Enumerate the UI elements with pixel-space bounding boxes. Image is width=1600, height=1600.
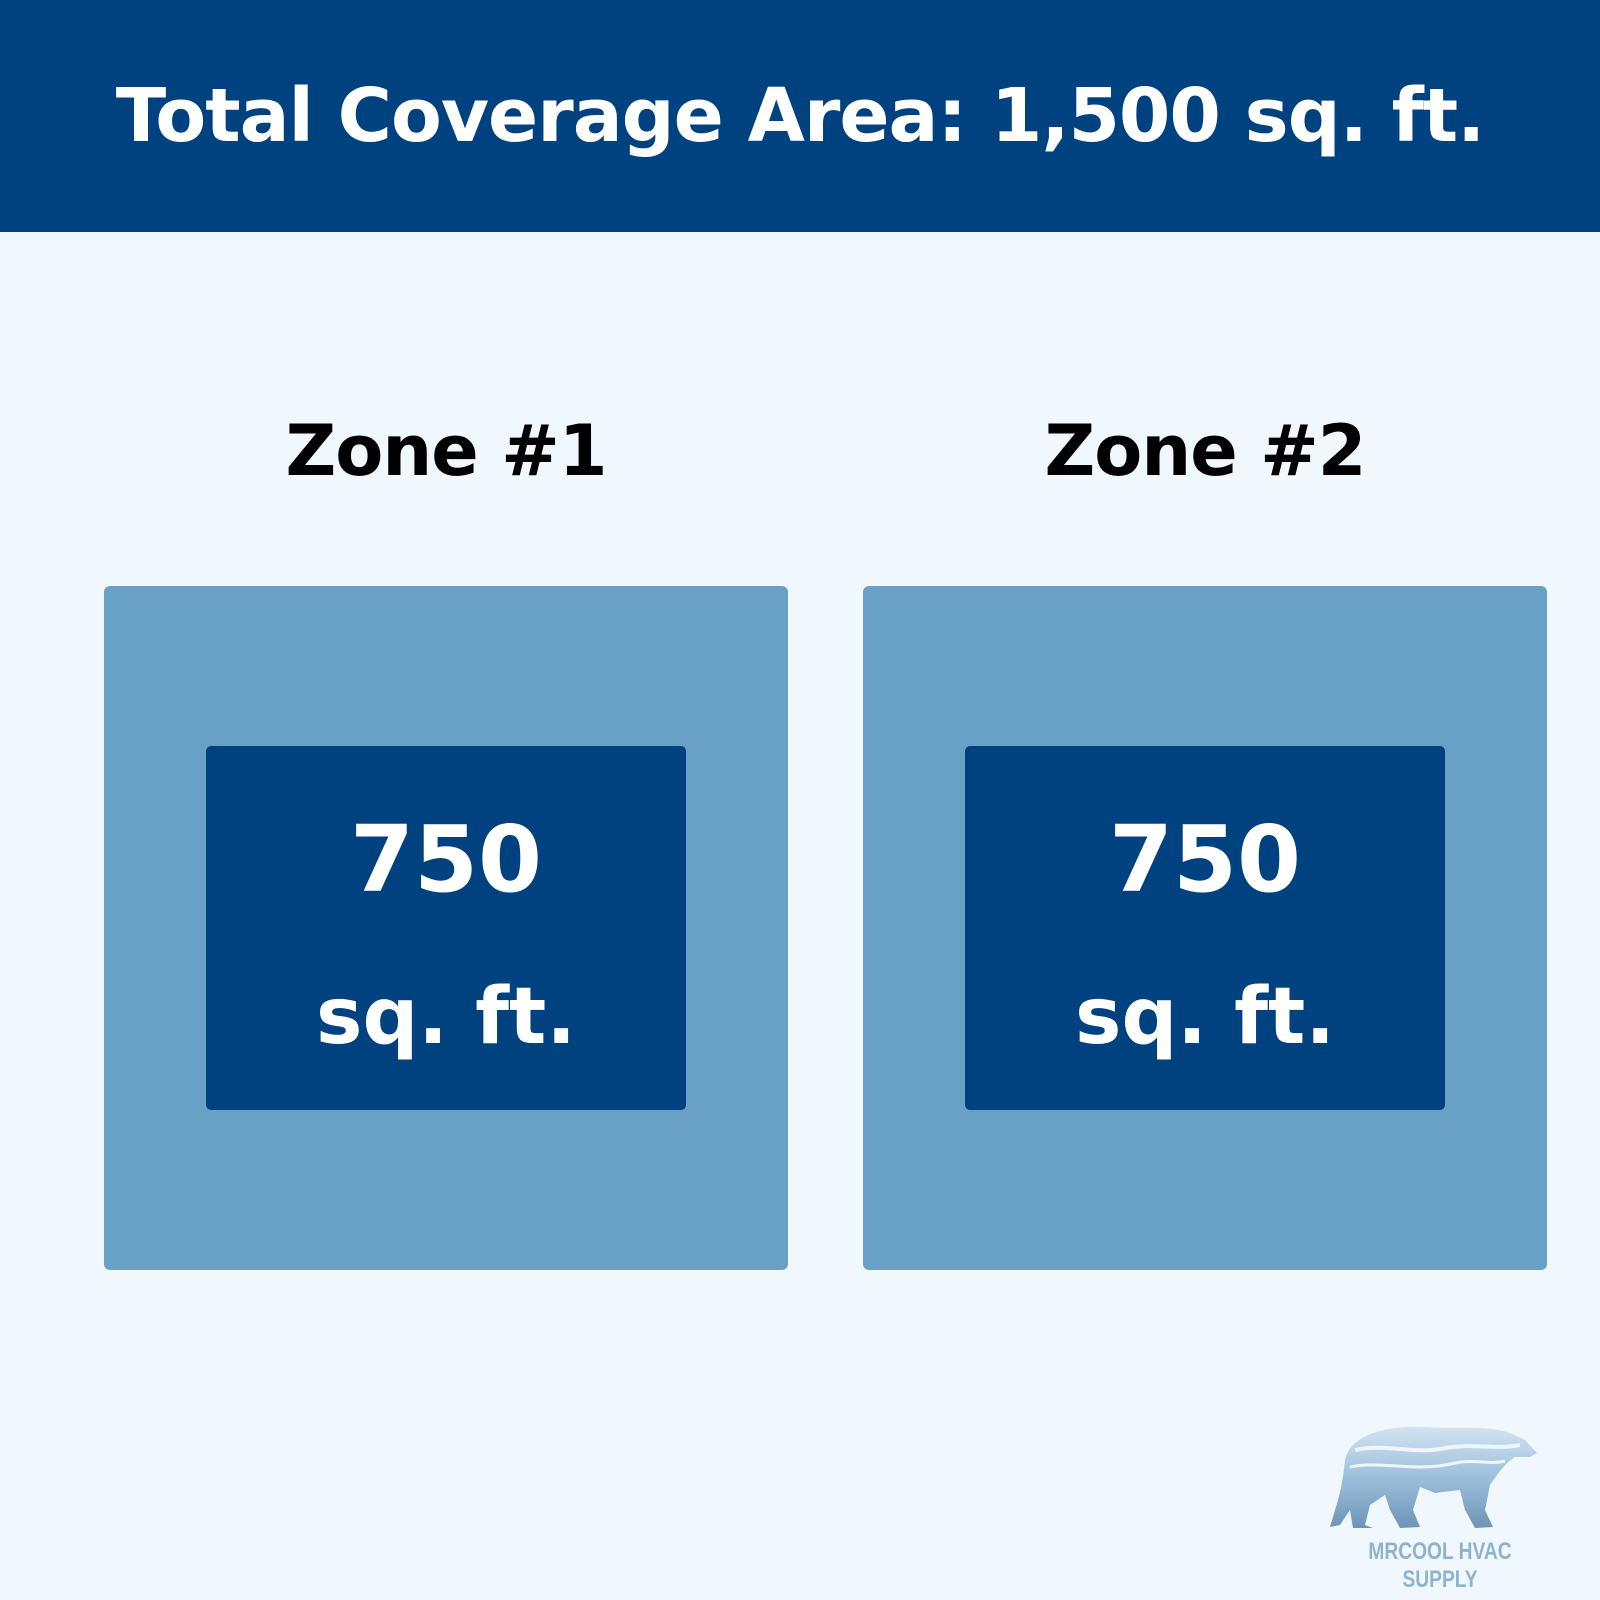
- zone-1-area-card: 750 sq. ft.: [206, 746, 686, 1110]
- logo-text: MRCOOL HVAC SUPPLY: [1368, 1538, 1512, 1593]
- zone-1-area-value: 750: [349, 806, 543, 913]
- zone-2-area-unit: sq. ft.: [1075, 972, 1335, 1062]
- zone-1-title: Zone #1: [285, 410, 608, 492]
- zone-2-area-card: 750 sq. ft.: [965, 746, 1445, 1110]
- zone-2-box: 750 sq. ft.: [863, 586, 1547, 1270]
- zone-2-title: Zone #2: [1044, 410, 1367, 492]
- zone-1-box: 750 sq. ft.: [104, 586, 788, 1270]
- page-title: Total Coverage Area: 1,500 sq. ft.: [115, 73, 1485, 159]
- zone-2-area-value: 750: [1108, 806, 1302, 913]
- zone-1-area-unit: sq. ft.: [316, 972, 576, 1062]
- polar-bear-icon: [1330, 1426, 1537, 1528]
- header-banner: Total Coverage Area: 1,500 sq. ft.: [0, 0, 1600, 232]
